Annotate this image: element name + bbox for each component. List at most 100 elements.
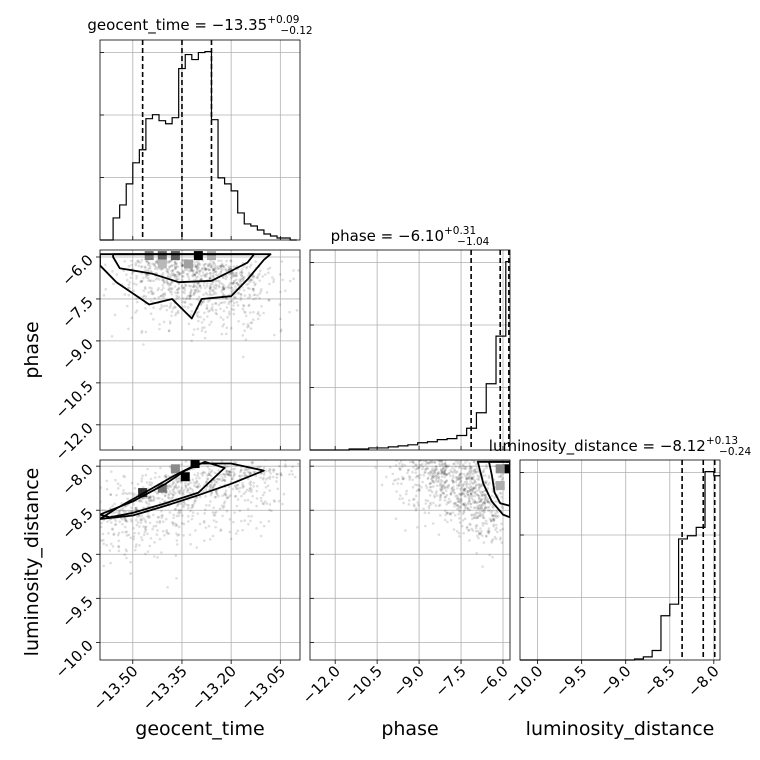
scatter-point-geocent_time_vs_phase-248 — [220, 262, 224, 266]
scatter-point-phase_vs_luminosity_distance-628 — [501, 506, 504, 510]
scatter-point-geocent_time_vs_phase-467 — [212, 268, 216, 272]
scatter-point-geocent_time_vs_phase-559 — [218, 279, 221, 283]
scatter-point-phase_vs_luminosity_distance-549 — [481, 524, 485, 527]
density-inner-geocent_time_vs_luminosity_distance — [100, 460, 300, 589]
scatter-point-geocent_time_vs_phase-72 — [311, 271, 314, 274]
scatter-point-phase_vs_luminosity_distance-885 — [445, 493, 449, 497]
scatter-point-geocent_time_vs_phase-112 — [235, 278, 238, 281]
scatter-point-geocent_time_vs_luminosity_distance-267 — [255, 489, 259, 493]
scatter-point-phase_vs_luminosity_distance-278 — [476, 470, 480, 474]
scatter-point-phase_vs_luminosity_distance-118 — [455, 456, 458, 459]
scatter-point-geocent_time_vs_luminosity_distance-157 — [177, 476, 180, 479]
scatter-point-phase_vs_luminosity_distance-877 — [426, 428, 429, 431]
scatter-point-phase_vs_luminosity_distance-261 — [438, 514, 442, 517]
scatter-point-phase_vs_luminosity_distance-72 — [477, 478, 481, 481]
scatter-point-phase_vs_luminosity_distance-487 — [391, 482, 395, 486]
scatter-point-phase_vs_luminosity_distance-589 — [440, 460, 444, 464]
scatter-point-geocent_time_vs_luminosity_distance-647 — [152, 555, 156, 558]
scatter-point-geocent_time_vs_luminosity_distance-842 — [259, 520, 263, 524]
scatter-point-phase_vs_luminosity_distance-176 — [487, 531, 491, 535]
scatter-point-geocent_time_vs_luminosity_distance-12 — [271, 475, 275, 479]
scatter-point-geocent_time_vs_luminosity_distance-485 — [225, 509, 229, 513]
scatter-point-geocent_time_vs_phase-295 — [250, 275, 254, 278]
scatter-point-geocent_time_vs_luminosity_distance-780 — [246, 498, 250, 502]
scatter-point-geocent_time_vs_luminosity_distance-424 — [262, 466, 266, 469]
scatter-point-geocent_time_vs_phase-707 — [244, 338, 248, 341]
scatter-point-geocent_time_vs_phase-203 — [183, 300, 187, 304]
scatter-point-geocent_time_vs_phase-480 — [158, 278, 161, 281]
scatter-point-phase_vs_luminosity_distance-930 — [473, 480, 476, 484]
xlabel-luminosity-distance: luminosity_distance — [526, 718, 715, 740]
scatter-point-phase_vs_luminosity_distance-821 — [481, 501, 485, 504]
scatter-point-phase_vs_luminosity_distance-932 — [398, 466, 401, 470]
panel-frame-0-0 — [99, 39, 301, 241]
scatter-point-phase_vs_luminosity_distance-337 — [461, 512, 465, 516]
scatter-point-geocent_time_vs_luminosity_distance-220 — [267, 519, 271, 523]
panel-frame-2-2 — [519, 459, 721, 661]
scatter-point-phase_vs_luminosity_distance-361 — [419, 464, 423, 467]
scatter-point-geocent_time_vs_phase-834 — [247, 304, 250, 308]
scatter-point-phase_vs_luminosity_distance-639 — [414, 471, 418, 475]
xtick-label-geocent_time-2: −13.20 — [188, 662, 240, 714]
scatter-point-phase_vs_luminosity_distance-553 — [467, 486, 471, 490]
hist-bin-geocent_time-8 — [152, 115, 159, 240]
scatter-point-geocent_time_vs_phase-775 — [127, 327, 130, 331]
scatter-point-phase_vs_luminosity_distance-543 — [480, 509, 484, 513]
scatter-point-geocent_time_vs_luminosity_distance-749 — [144, 500, 148, 504]
hist-bin-phase-17 — [476, 413, 486, 450]
scatter-point-geocent_time_vs_luminosity_distance-396 — [217, 478, 221, 481]
scatter-point-geocent_time_vs_luminosity_distance-338 — [148, 496, 152, 499]
scatter-point-geocent_time_vs_phase-457 — [230, 326, 233, 330]
scatter-point-geocent_time_vs_luminosity_distance-645 — [235, 483, 239, 487]
scatter-point-geocent_time_vs_phase-490 — [212, 268, 215, 271]
scatter-point-geocent_time_vs_phase-268 — [256, 312, 260, 316]
scatter-point-geocent_time_vs_phase-225 — [231, 299, 234, 302]
scatter-point-phase_vs_luminosity_distance-569 — [476, 457, 479, 460]
scatter-point-phase_vs_luminosity_distance-329 — [443, 436, 446, 439]
scatter-point-phase_vs_luminosity_distance-174 — [456, 487, 459, 490]
scatter-point-phase_vs_luminosity_distance-444 — [410, 441, 413, 444]
scatter-point-geocent_time_vs_luminosity_distance-188 — [163, 475, 167, 478]
scatter-point-phase_vs_luminosity_distance-557 — [480, 530, 483, 533]
scatter-point-geocent_time_vs_phase-682 — [235, 273, 238, 277]
scatter-point-geocent_time_vs_luminosity_distance-37 — [130, 506, 133, 510]
scatter-point-geocent_time_vs_phase-880 — [241, 277, 244, 281]
scatter-point-phase_vs_luminosity_distance-340 — [414, 508, 418, 512]
scatter-point-geocent_time_vs_phase-582 — [181, 264, 185, 267]
scatter-point-geocent_time_vs_phase-453 — [208, 287, 212, 291]
scatter-point-geocent_time_vs_luminosity_distance-204 — [147, 516, 151, 519]
scatter-point-geocent_time_vs_phase-120 — [223, 300, 226, 304]
scatter-point-geocent_time_vs_phase-566 — [219, 316, 223, 319]
scatter-point-geocent_time_vs_luminosity_distance-792 — [242, 485, 246, 488]
scatter-point-geocent_time_vs_phase-753 — [240, 271, 244, 274]
scatter-point-phase_vs_luminosity_distance-563 — [420, 486, 423, 489]
scatter-point-geocent_time_vs_luminosity_distance-139 — [185, 503, 189, 507]
scatter-point-geocent_time_vs_luminosity_distance-172 — [178, 511, 182, 515]
scatter-point-geocent_time_vs_luminosity_distance-243 — [136, 482, 140, 486]
scatter-point-phase_vs_luminosity_distance-906 — [462, 482, 465, 486]
scatter-point-geocent_time_vs_luminosity_distance-149 — [148, 515, 152, 519]
title-geocent-time-median: −13.35 — [212, 16, 268, 34]
scatter-point-geocent_time_vs_luminosity_distance-544 — [268, 477, 272, 480]
scatter-point-phase_vs_luminosity_distance-843 — [461, 463, 465, 466]
scatter-point-geocent_time_vs_luminosity_distance-128 — [189, 542, 192, 546]
scatter-point-phase_vs_luminosity_distance-881 — [449, 493, 453, 496]
scatter-point-geocent_time_vs_luminosity_distance-116 — [182, 534, 185, 537]
scatter-point-phase_vs_luminosity_distance-303 — [434, 474, 438, 478]
scatter-point-geocent_time_vs_phase-2 — [104, 287, 108, 291]
contour-geocent_time_vs_phase-0 — [112, 253, 255, 284]
scatter-point-geocent_time_vs_luminosity_distance-194 — [252, 481, 256, 485]
scatter-point-geocent_time_vs_luminosity_distance-867 — [236, 483, 239, 487]
scatter-point-geocent_time_vs_luminosity_distance-605 — [142, 533, 146, 537]
scatter-point-phase_vs_luminosity_distance-863 — [477, 531, 481, 535]
scatter-point-geocent_time_vs_phase-691 — [173, 276, 177, 279]
scatter-point-geocent_time_vs_phase-844 — [141, 295, 144, 299]
scatter-point-phase_vs_luminosity_distance-139 — [467, 494, 470, 497]
scatter-point-geocent_time_vs_phase-725 — [187, 275, 190, 278]
scatter-point-geocent_time_vs_luminosity_distance-510 — [128, 491, 131, 495]
scatter-point-geocent_time_vs_luminosity_distance-546 — [239, 470, 242, 474]
scatter-point-geocent_time_vs_phase-732 — [213, 267, 216, 270]
scatter-point-phase_vs_luminosity_distance-0 — [465, 480, 469, 484]
scatter-point-geocent_time_vs_phase-504 — [137, 264, 141, 268]
scatter-point-phase_vs_luminosity_distance-316 — [457, 466, 461, 470]
